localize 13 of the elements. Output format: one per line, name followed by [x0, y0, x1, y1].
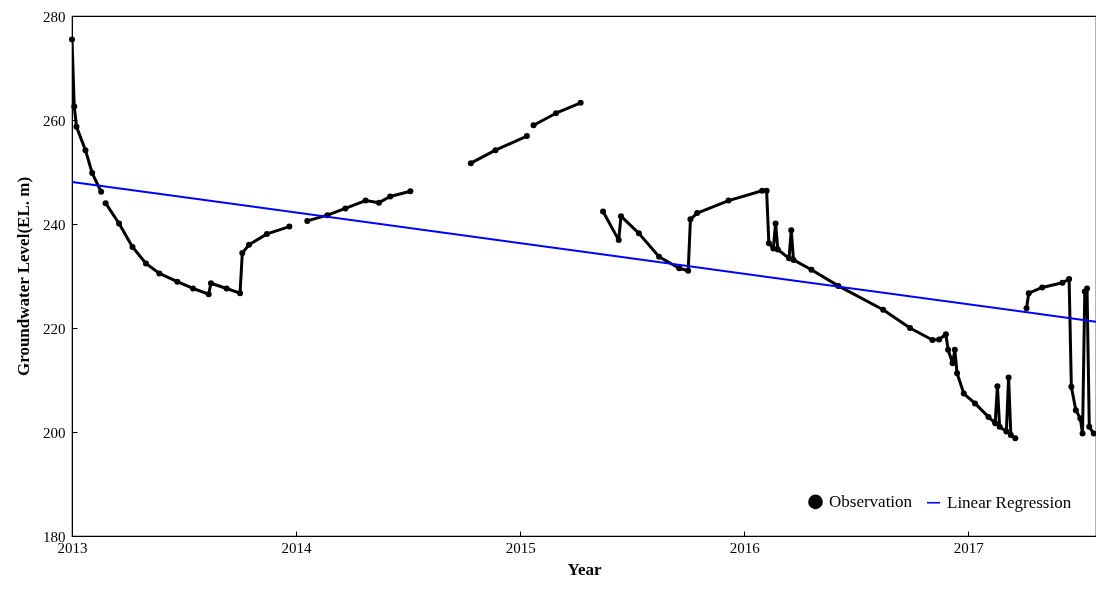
y-tick-label: 200 [43, 424, 66, 441]
y-tick-label: 280 [43, 8, 66, 25]
x-tick-label: 2016 [729, 539, 761, 556]
y-axis-title: Groundwater Level(EL. m) [14, 176, 33, 377]
legend-label: Linear Regression [947, 492, 1072, 512]
y-tick-label: 240 [43, 216, 66, 233]
x-tick-label: 2015 [505, 539, 536, 556]
x-axis-title: Year [567, 559, 602, 579]
x-tick-label: 2017 [953, 539, 985, 556]
y-tick-label: 260 [43, 112, 66, 129]
x-tick-label: 2014 [281, 539, 313, 556]
legend-label: Observation [829, 491, 913, 511]
y-tick-label: 220 [43, 320, 66, 337]
